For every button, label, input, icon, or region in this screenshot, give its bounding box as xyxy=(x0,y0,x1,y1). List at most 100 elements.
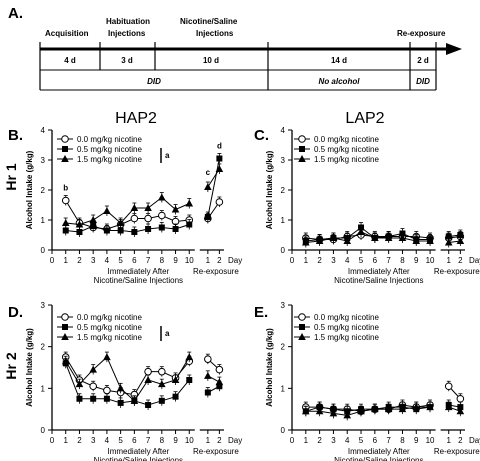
x-tick-label: 0 xyxy=(50,436,55,445)
data-point xyxy=(426,237,434,244)
x-tick-label: 3 xyxy=(91,436,96,445)
x-tick-label: 0 xyxy=(290,436,295,445)
legend-marker xyxy=(61,135,69,143)
x-tick-label-reexposure: 1 xyxy=(447,256,452,265)
data-point xyxy=(426,403,434,411)
x-tick-label: 6 xyxy=(373,436,378,445)
panel-letter: E. xyxy=(254,304,268,321)
column-title-hap2: HAP2 xyxy=(115,110,157,127)
y-tick-label: 4 xyxy=(41,126,46,135)
data-point xyxy=(61,219,70,226)
significance-label: a xyxy=(165,329,170,338)
data-point xyxy=(144,204,152,211)
series-2 xyxy=(61,163,224,230)
legend-label: 0.5 mg/kg nicotine xyxy=(77,145,142,154)
data-point xyxy=(89,216,97,223)
y-tick-label: 1 xyxy=(281,384,286,393)
x-tick-label: 2 xyxy=(77,436,82,445)
data-point xyxy=(144,367,152,376)
legend-label: 0.0 mg/kg nicotine xyxy=(77,135,142,144)
reexposure-axis-label: Re-exposure xyxy=(193,267,239,276)
data-point-reexposure xyxy=(215,198,224,206)
x-tick-label: 8 xyxy=(400,256,405,265)
data-point xyxy=(343,411,352,419)
condition-did-1: DID xyxy=(147,77,161,86)
data-point-reexposure xyxy=(215,365,224,374)
x-tick-label: 8 xyxy=(160,436,165,445)
series-0 xyxy=(61,351,224,400)
legend-label: 0.0 mg/kg nicotine xyxy=(314,135,379,144)
annotation-d: d xyxy=(217,142,222,151)
legend-label: 1.5 mg/kg nicotine xyxy=(314,155,379,164)
y-axis-label: Alcohol Intake (g/kg) xyxy=(265,150,274,229)
series-2 xyxy=(302,226,465,248)
x-axis-label-line2: Nicotine/Saline Injections xyxy=(94,456,183,461)
data-point xyxy=(384,405,393,413)
phase-nicotine-line1: Nicotine/Saline xyxy=(180,17,238,26)
x-tick-label: 0 xyxy=(290,256,295,265)
column-title-lap2: LAP2 xyxy=(345,110,384,127)
duration-2d: 2 d xyxy=(417,56,429,65)
day-label: Day xyxy=(228,256,242,265)
y-axis-label: Alcohol Intake (g/kg) xyxy=(265,328,274,407)
phase-reexposure: Re-exposure xyxy=(397,29,446,38)
data-point xyxy=(398,405,407,413)
data-point xyxy=(357,228,365,235)
duration-3d: 3 d xyxy=(121,56,133,65)
x-tick-label: 10 xyxy=(426,436,435,445)
x-tick-label: 4 xyxy=(345,256,350,265)
legend-label: 0.5 mg/kg nicotine xyxy=(314,323,379,332)
data-point xyxy=(315,407,324,415)
data-point-reexposure xyxy=(215,378,224,386)
data-point xyxy=(172,226,179,232)
y-tick-label: 2 xyxy=(41,186,46,195)
series-line xyxy=(65,356,190,396)
data-point xyxy=(75,380,84,388)
y-axis-label: Alcohol Intake (g/kg) xyxy=(25,150,34,229)
y-tick-label: 0 xyxy=(281,426,286,435)
x-tick-label-reexposure: 2 xyxy=(217,436,222,445)
x-tick-label: 5 xyxy=(359,436,364,445)
data-point xyxy=(158,211,166,220)
data-point-reexposure xyxy=(456,407,465,415)
duration-10d: 10 d xyxy=(203,56,219,65)
series-0 xyxy=(61,195,224,234)
legend-marker xyxy=(298,155,306,162)
x-axis-label-line2: Nicotine/Saline Injections xyxy=(334,276,423,285)
data-point xyxy=(158,397,165,404)
data-point xyxy=(412,237,421,244)
phase-nicotine-line2: Injections xyxy=(196,29,234,38)
series-2 xyxy=(302,401,465,421)
x-tick-label: 5 xyxy=(359,256,364,265)
series-1 xyxy=(302,399,464,417)
legend-marker xyxy=(298,135,306,143)
data-point xyxy=(357,407,365,415)
timeline-arrowhead xyxy=(446,43,462,55)
data-point xyxy=(171,376,180,383)
x-axis-label-line1: Immediately After xyxy=(107,267,169,276)
y-tick-label: 3 xyxy=(281,156,286,165)
data-point xyxy=(76,229,83,235)
x-tick-label: 9 xyxy=(173,436,178,445)
series-line-reexposure xyxy=(207,158,220,218)
series-line xyxy=(305,406,431,416)
x-tick-label: 5 xyxy=(118,256,123,265)
series-line xyxy=(305,226,431,242)
legend-marker xyxy=(298,333,306,340)
annotation-c: c xyxy=(206,168,211,177)
series-line xyxy=(65,200,190,230)
data-point xyxy=(145,402,152,408)
day-label: Day xyxy=(228,436,242,445)
data-point xyxy=(158,193,166,201)
data-point-reexposure xyxy=(215,165,224,172)
y-tick-label: 1 xyxy=(41,384,46,393)
data-point xyxy=(131,229,138,235)
data-point xyxy=(89,365,97,373)
legend-label: 1.5 mg/kg nicotine xyxy=(77,333,142,342)
condition-no-alcohol: No alcohol xyxy=(319,77,361,86)
data-point-reexposure xyxy=(204,371,212,379)
data-point-reexposure xyxy=(204,214,211,220)
data-point xyxy=(302,238,310,246)
